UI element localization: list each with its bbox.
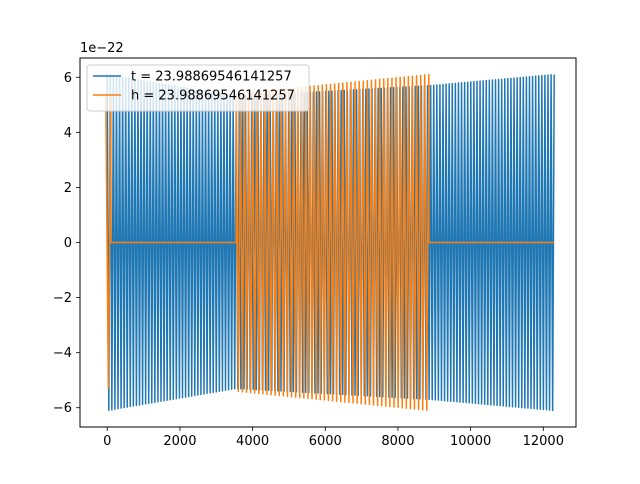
x-axis: 0 2000 4000 6000 8000 10000 12000 — [103, 427, 564, 449]
x-tick-label: 6000 — [309, 434, 342, 449]
y-tick-label: −6 — [53, 401, 72, 416]
series-line-1 — [106, 74, 555, 412]
y-axis-offset-label: 1e−22 — [80, 41, 124, 56]
legend-label: h = 23.98869546141257 — [131, 89, 295, 104]
series-layer — [105, 73, 555, 412]
y-tick-label: 6 — [64, 71, 72, 86]
x-tick-label: 0 — [103, 434, 111, 449]
y-tick-label: −2 — [53, 291, 72, 306]
x-tick-label: 12000 — [523, 434, 564, 449]
y-tick-label: 0 — [64, 236, 72, 251]
x-tick-label: 2000 — [163, 434, 196, 449]
y-axis: −6 −4 −2 0 2 4 6 — [53, 71, 80, 416]
legend-label: t = 23.98869546141257 — [131, 70, 292, 85]
y-tick-label: −4 — [53, 346, 72, 361]
legend-box — [86, 64, 310, 112]
x-tick-label: 8000 — [381, 434, 414, 449]
x-tick-label: 4000 — [236, 434, 269, 449]
legend: t = 23.98869546141257 h = 23.988695461412… — [86, 64, 310, 112]
y-tick-label: 2 — [64, 181, 72, 196]
x-tick-label: 10000 — [450, 434, 491, 449]
series-line-2 — [105, 73, 555, 412]
y-tick-label: 4 — [64, 126, 72, 141]
